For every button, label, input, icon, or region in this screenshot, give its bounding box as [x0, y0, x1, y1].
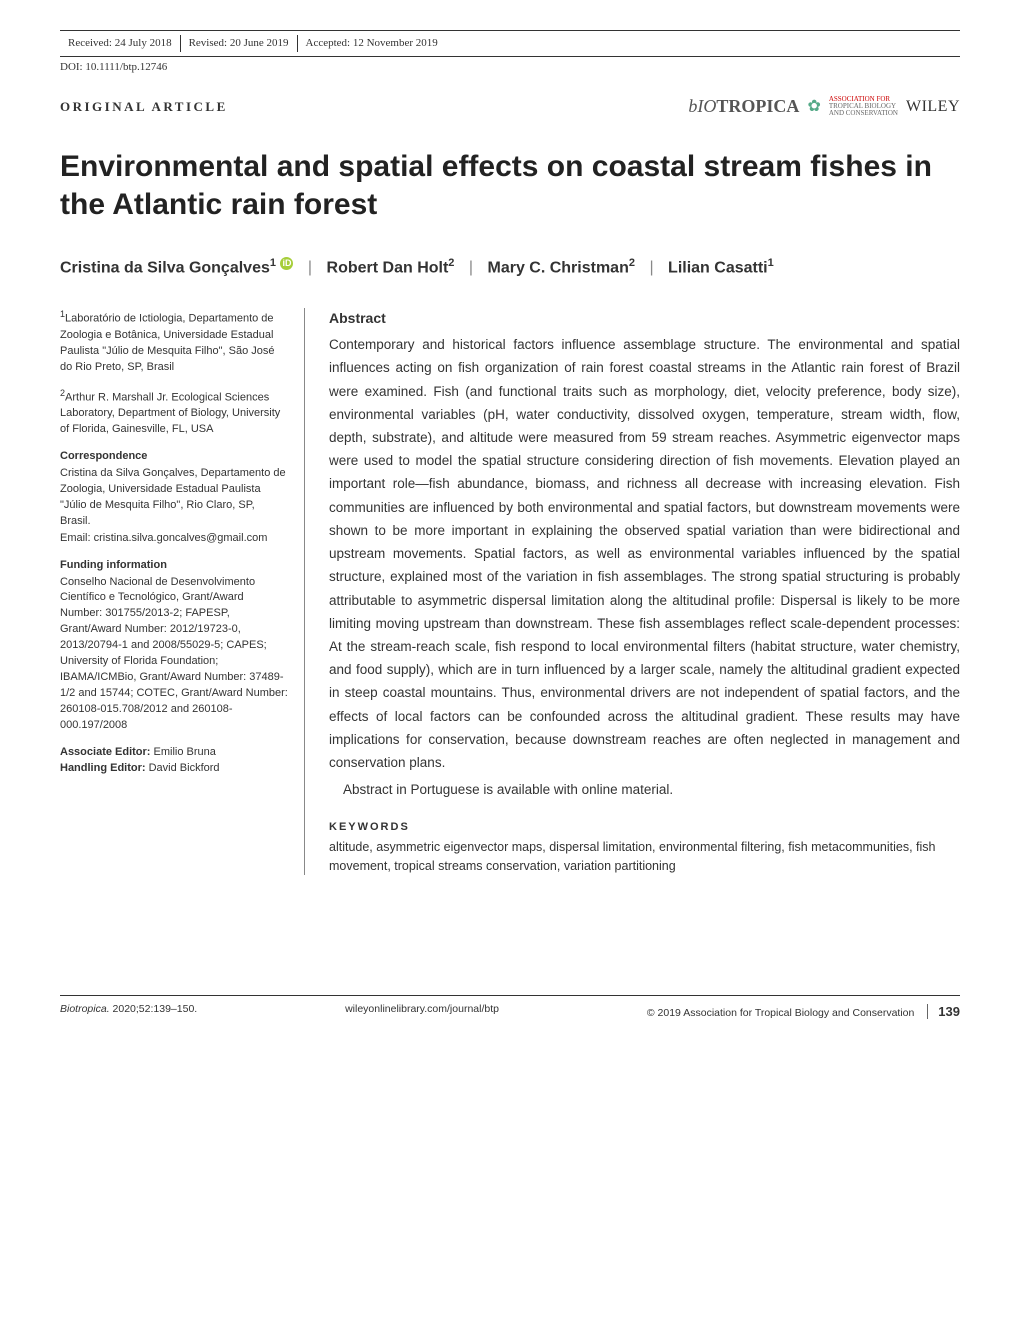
affiliation-1: 1Laboratório de Ictiologia, Departamento…	[60, 308, 288, 375]
wiley-logo: WILEY	[906, 95, 960, 119]
author-separator: |	[308, 259, 312, 276]
author-4: Lilian Casatti	[668, 259, 768, 276]
footer-citation: Biotropica. 2020;52:139–150.	[60, 1002, 197, 1018]
assoc-ed-name: Emilio Bruna	[154, 746, 216, 758]
article-title: Environmental and spatial effects on coa…	[60, 148, 960, 225]
page-footer: Biotropica. 2020;52:139–150. wileyonline…	[60, 995, 960, 1022]
hand-ed-name: David Bickford	[149, 762, 220, 774]
author-1: Cristina da Silva Gonçalves	[60, 259, 270, 276]
orcid-icon: iD	[280, 257, 293, 270]
author-1-affil: 1	[270, 257, 276, 269]
affil-1-text: Laboratório de Ictiologia, Departamento …	[60, 313, 274, 373]
handling-editor: Handling Editor: David Bickford	[60, 761, 288, 777]
main-content: Abstract Contemporary and historical fac…	[325, 308, 960, 875]
article-type-label: ORIGINAL ARTICLE	[60, 97, 228, 117]
affiliation-2: 2Arthur R. Marshall Jr. Ecological Scien…	[60, 387, 288, 438]
footer-url: wileyonlinelibrary.com/journal/btp	[345, 1002, 499, 1018]
authors-list: Cristina da Silva Gonçalves1 iD | Robert…	[60, 255, 960, 280]
copyright-text: © 2019 Association for Tropical Biology …	[647, 1007, 914, 1019]
logo-tropica: TROPICA	[716, 96, 799, 116]
author-3-affil: 2	[629, 257, 635, 269]
keywords-body: altitude, asymmetric eigenvector maps, d…	[329, 838, 960, 876]
tagline: ASSOCIATION FOR TROPICAL BIOLOGY AND CON…	[829, 96, 898, 117]
associate-editor: Associate Editor: Emilio Bruna	[60, 745, 288, 761]
hand-ed-label: Handling Editor:	[60, 762, 149, 774]
accepted-date: Accepted: 12 November 2019	[298, 35, 446, 52]
doi-text: DOI: 10.1111/btp.12746	[60, 59, 960, 76]
logo-bio: bIO	[688, 96, 716, 116]
author-4-affil: 1	[768, 257, 774, 269]
abstract-note: Abstract in Portuguese is available with…	[343, 778, 960, 801]
journal-logos: bIOTROPICA ✿ ASSOCIATION FOR TROPICAL BI…	[688, 93, 960, 120]
content-columns: 1Laboratório de Ictiologia, Departamento…	[60, 308, 960, 875]
page-number: 139	[927, 1004, 960, 1019]
author-separator: |	[649, 259, 653, 276]
funding-head: Funding information	[60, 558, 288, 574]
citation-journal: Biotropica.	[60, 1003, 113, 1015]
article-type-header: ORIGINAL ARTICLE bIOTROPICA ✿ ASSOCIATIO…	[60, 93, 960, 120]
correspondence-email: Email: cristina.silva.goncalves@gmail.co…	[60, 531, 288, 547]
revised-date: Revised: 20 June 2019	[181, 35, 298, 52]
received-date: Received: 24 July 2018	[60, 35, 181, 52]
correspondence-head: Correspondence	[60, 449, 288, 465]
citation-pages: 2020;52:139–150.	[113, 1003, 198, 1015]
footer-copyright-block: © 2019 Association for Tropical Biology …	[647, 1002, 960, 1022]
author-2-affil: 2	[448, 257, 454, 269]
submission-dates-bar: Received: 24 July 2018 Revised: 20 June …	[60, 30, 960, 57]
author-separator: |	[469, 259, 473, 276]
abstract-body: Contemporary and historical factors infl…	[329, 333, 960, 774]
correspondence-body: Cristina da Silva Gonçalves, Departament…	[60, 466, 288, 530]
author-3: Mary C. Christman	[487, 259, 628, 276]
tagline-line3: AND CONSERVATION	[829, 109, 898, 117]
leaf-icon: ✿	[807, 95, 820, 119]
keywords-heading: KEYWORDS	[329, 819, 960, 836]
affil-2-text: Arthur R. Marshall Jr. Ecological Scienc…	[60, 391, 280, 435]
sidebar: 1Laboratório de Ictiologia, Departamento…	[60, 308, 305, 875]
assoc-ed-label: Associate Editor:	[60, 746, 154, 758]
funding-body: Conselho Nacional de Desenvolvimento Cie…	[60, 575, 288, 734]
abstract-heading: Abstract	[329, 308, 960, 329]
biotropica-logo: bIOTROPICA	[688, 93, 799, 120]
author-2: Robert Dan Holt	[327, 259, 449, 276]
